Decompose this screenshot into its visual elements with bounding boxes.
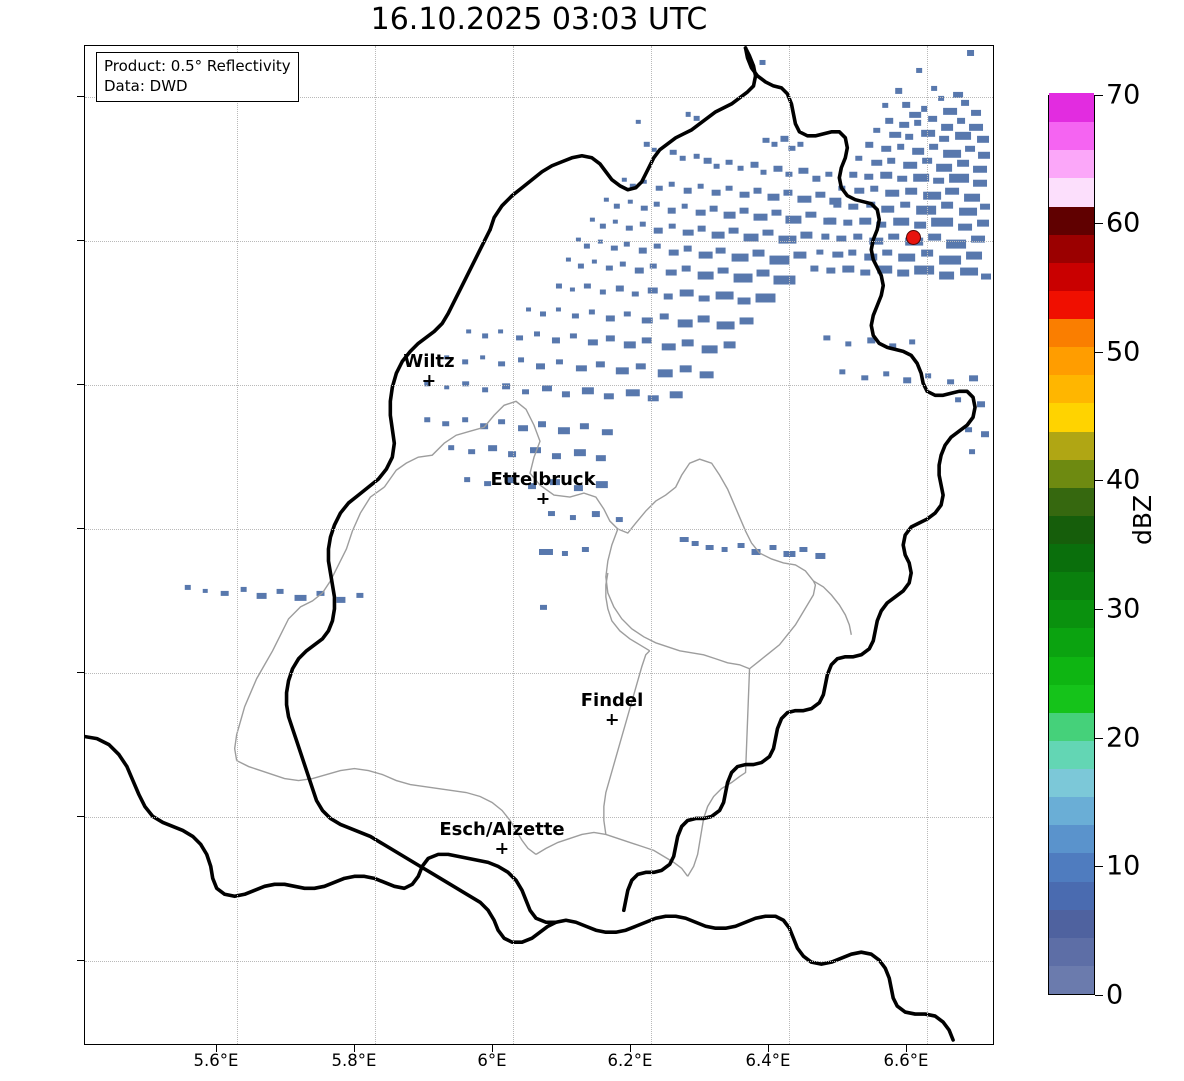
colorbar-axis-label: dBZ: [1128, 494, 1157, 545]
colorbar-band: [1049, 177, 1094, 207]
colorbar-band: [1049, 234, 1094, 263]
gridline-vertical: [237, 46, 238, 1044]
gridline-horizontal: [85, 673, 993, 674]
page-title: 16.10.2025 03:03 UTC: [370, 2, 708, 37]
x-tick-mark: [216, 1045, 217, 1052]
map-vector-layer: [85, 46, 992, 1042]
colorbar-tick-mark: [1095, 738, 1103, 739]
gridline-vertical: [789, 46, 790, 1044]
luxembourg-national-border: [85, 46, 977, 1042]
x-tick-mark: [906, 1045, 907, 1052]
gridline-horizontal: [85, 385, 993, 386]
colorbar-band: [1049, 290, 1094, 319]
colorbar-band: [1049, 880, 1094, 910]
colorbar-band: [1049, 796, 1094, 826]
colorbar-tick-label: 40: [1106, 464, 1141, 496]
reflectivity-colorbar[interactable]: [1048, 93, 1095, 995]
colorbar-tick-mark: [1095, 866, 1103, 867]
x-tick-label: 5.6°E: [193, 1051, 239, 1070]
y-tick-mark: [77, 960, 84, 961]
colorbar-tick-mark: [1095, 223, 1103, 224]
gridline-horizontal: [85, 97, 993, 98]
colorbar-band: [1049, 346, 1094, 376]
colorbar-band: [1049, 599, 1094, 629]
colorbar-band: [1049, 571, 1094, 601]
x-tick-label: 5.8°E: [331, 1051, 377, 1070]
colorbar-band: [1049, 374, 1094, 404]
gridline-vertical: [375, 46, 376, 1044]
x-tick-label: 6.6°E: [883, 1051, 929, 1070]
colorbar-tick-label: 10: [1106, 850, 1141, 882]
colorbar-tick-label: 30: [1106, 593, 1141, 625]
gridline-horizontal: [85, 241, 993, 242]
x-tick-mark: [768, 1045, 769, 1052]
colorbar-band: [1049, 937, 1094, 966]
radar-echo-layer: [184, 49, 992, 610]
x-tick-label: 6°E: [477, 1051, 507, 1070]
y-tick-mark: [77, 672, 84, 673]
radar-map-plot-area[interactable]: Wiltz Ettelbruck Findel Esch/Alzette: [84, 45, 994, 1045]
colorbar-band: [1049, 965, 1094, 994]
gridline-horizontal: [85, 817, 993, 818]
colorbar-band: [1049, 684, 1094, 713]
canton-borders: [233, 400, 852, 877]
colorbar-tick-mark: [1095, 95, 1103, 96]
x-tick-mark: [492, 1045, 493, 1052]
gridline-vertical: [927, 46, 928, 1044]
y-tick-mark: [77, 528, 84, 529]
colorbar-band: [1049, 543, 1094, 573]
colorbar-band: [1049, 318, 1094, 348]
colorbar-tick-label: 70: [1106, 79, 1141, 111]
colorbar-band: [1049, 712, 1094, 741]
colorbar-band: [1049, 655, 1094, 685]
colorbar-band: [1049, 515, 1094, 544]
colorbar-band: [1049, 205, 1094, 235]
colorbar-band: [1049, 740, 1094, 769]
y-tick-mark: [77, 816, 84, 817]
colorbar-tick-label: 50: [1106, 336, 1141, 368]
y-tick-mark: [77, 96, 84, 97]
colorbar-tick-mark: [1095, 609, 1103, 610]
colorbar-tick-mark: [1095, 995, 1103, 996]
colorbar-tick-mark: [1095, 480, 1103, 481]
radar-station-marker[interactable]: [906, 230, 921, 245]
colorbar-band: [1049, 852, 1094, 882]
colorbar-tick-label: 60: [1106, 207, 1141, 239]
gridline-horizontal: [85, 529, 993, 530]
colorbar-band: [1049, 824, 1094, 854]
product-info-box: Product: 0.5° Reflectivity Data: DWD: [96, 52, 299, 102]
colorbar-band: [1049, 121, 1094, 151]
gridline-horizontal: [85, 961, 993, 962]
colorbar-band: [1049, 909, 1094, 938]
colorbar-band: [1049, 93, 1094, 123]
colorbar-band: [1049, 487, 1094, 516]
colorbar-band: [1049, 402, 1094, 432]
colorbar-tick-label: 0: [1106, 979, 1124, 1011]
product-line: Product: 0.5° Reflectivity: [104, 57, 291, 75]
y-tick-mark: [77, 240, 84, 241]
gridline-vertical: [513, 46, 514, 1044]
x-tick-label: 6.4°E: [745, 1051, 791, 1070]
gridline-vertical: [651, 46, 652, 1044]
colorbar-band: [1049, 430, 1094, 460]
colorbar-band: [1049, 149, 1094, 179]
x-tick-label: 6.2°E: [607, 1051, 653, 1070]
x-tick-mark: [630, 1045, 631, 1052]
colorbar-band: [1049, 459, 1094, 488]
colorbar-tick-label: 20: [1106, 722, 1141, 754]
colorbar-band: [1049, 768, 1094, 798]
colorbar-band: [1049, 262, 1094, 291]
x-tick-mark: [354, 1045, 355, 1052]
colorbar-tick-mark: [1095, 352, 1103, 353]
colorbar-band: [1049, 627, 1094, 657]
data-source-line: Data: DWD: [104, 77, 188, 96]
y-tick-mark: [77, 384, 84, 385]
